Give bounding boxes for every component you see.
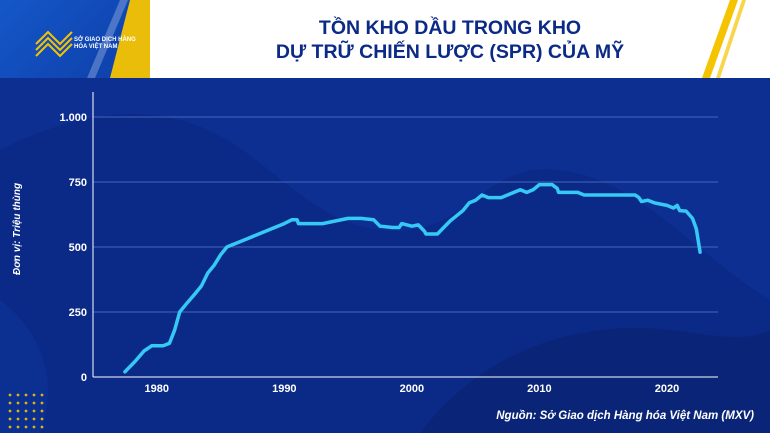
y-tick-label: 0 [81, 372, 87, 384]
logo-mark-icon [35, 0, 150, 78]
series-line [123, 182, 702, 374]
tick-labels: 0 250 500 750 1.000 1980 1990 2000 2010 2020 [59, 112, 679, 395]
x-tick-label: 1980 [145, 383, 169, 395]
y-tick-label: 500 [69, 242, 87, 254]
header-accent-stripes [702, 0, 746, 78]
y-tick-label: 250 [69, 307, 87, 319]
y-axis-label: Đơn vị: Triệu thùng [12, 182, 23, 275]
header-banner: Sở Giao Dịch Hàng Hóa Việt Nam TỒN KHO D… [0, 0, 770, 78]
axes [92, 92, 718, 378]
gridlines [93, 116, 718, 313]
logo: Sở Giao Dịch Hàng Hóa Việt Nam [0, 0, 150, 78]
x-tick-label: 2010 [527, 383, 551, 395]
y-tick-label: 750 [69, 177, 87, 189]
logo-text: Sở Giao Dịch Hàng Hóa Việt Nam [74, 37, 136, 50]
title-line-2: DỰ TRỮ CHIẾN LƯỢC (SPR) CỦA MỸ [275, 41, 625, 63]
x-tick-label: 1990 [272, 383, 296, 395]
source-note: Nguồn: Sở Giao dịch Hàng hóa Việt Nam (M… [496, 410, 754, 422]
page-title: TỒN KHO DẦU TRONG KHO DỰ TRỮ CHIẾN LƯỢC … [170, 16, 730, 64]
x-tick-label: 2020 [655, 383, 679, 395]
y-tick-label: 1.000 [59, 112, 87, 124]
series-layer [123, 182, 702, 374]
title-line-1: TỒN KHO DẦU TRONG KHO [318, 17, 582, 39]
x-tick-label: 2000 [400, 383, 424, 395]
